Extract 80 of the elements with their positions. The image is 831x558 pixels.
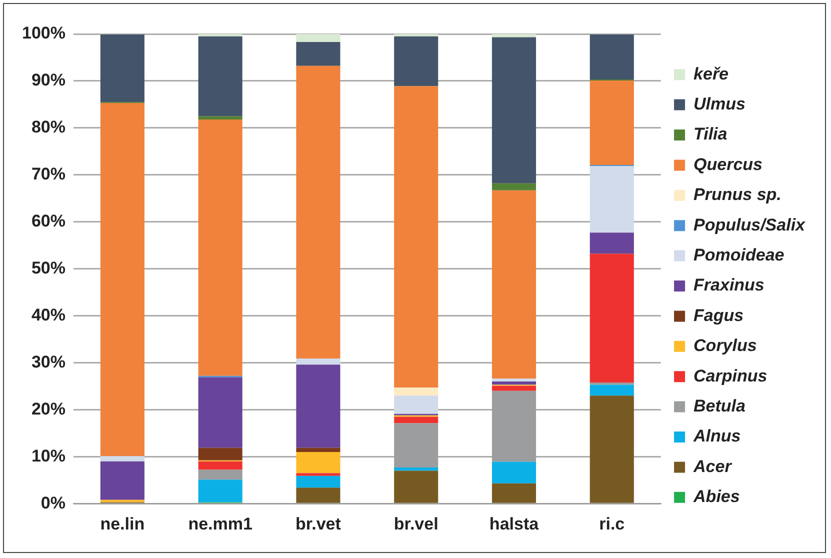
bar xyxy=(394,423,438,468)
bar xyxy=(590,80,634,166)
bar xyxy=(296,364,340,448)
bar xyxy=(492,183,536,190)
bar xyxy=(590,396,634,503)
legend-label: Tilia xyxy=(694,124,728,144)
bar xyxy=(296,473,340,476)
bar xyxy=(296,358,340,365)
bar xyxy=(198,377,242,448)
x-tick-label: br.vet xyxy=(296,514,342,534)
bar xyxy=(492,382,536,385)
bar xyxy=(590,34,634,80)
bar xyxy=(394,388,438,396)
bar xyxy=(590,384,634,396)
bar xyxy=(198,448,242,460)
legend-label: Populus/Salix xyxy=(694,215,807,234)
bar xyxy=(296,488,340,503)
bar xyxy=(394,416,438,424)
bar xyxy=(492,483,536,503)
y-tick-label: 0% xyxy=(40,493,66,512)
bar xyxy=(492,386,536,391)
legend-label: Corylus xyxy=(694,336,757,356)
bar xyxy=(296,34,340,42)
legend-label: Fagus xyxy=(694,306,744,325)
bar xyxy=(590,232,634,254)
bar xyxy=(492,190,536,379)
y-tick-label: 30% xyxy=(31,352,66,372)
y-tick-label: 50% xyxy=(31,258,66,278)
bar xyxy=(394,470,438,503)
bar xyxy=(492,462,536,484)
bar xyxy=(492,37,536,184)
bar xyxy=(100,461,144,500)
legend-label: Quercus xyxy=(694,154,763,174)
bar xyxy=(394,36,438,86)
bar xyxy=(590,254,634,382)
bar xyxy=(394,467,438,471)
legend-label: keře xyxy=(694,64,729,84)
bar xyxy=(100,456,144,462)
x-tick-label: halsta xyxy=(489,514,540,534)
legend-label: Carpinus xyxy=(694,366,768,386)
x-tick-label: ne.mm1 xyxy=(188,514,252,534)
bar xyxy=(100,103,144,456)
bar xyxy=(394,86,438,388)
legend-label: Betula xyxy=(694,396,746,416)
bar xyxy=(198,119,242,376)
legend-label: Prunus sp. xyxy=(694,185,782,204)
bar xyxy=(296,448,340,452)
legend-label: Pomoideae xyxy=(694,245,784,264)
legend-label: Abies xyxy=(692,487,740,506)
legend-label: Acer xyxy=(692,456,733,476)
y-tick-label: 90% xyxy=(31,70,66,90)
legend-label: Fraxinus xyxy=(694,276,764,295)
bar xyxy=(198,480,242,502)
bar xyxy=(198,36,242,116)
bar xyxy=(590,382,634,385)
x-tick-label: ne.lin xyxy=(100,514,145,534)
y-tick-label: 60% xyxy=(31,212,66,231)
bar xyxy=(198,470,242,480)
bar xyxy=(100,34,144,102)
legend-label: Ulmus xyxy=(694,94,746,114)
bar xyxy=(492,390,536,462)
bar xyxy=(394,396,438,414)
bar xyxy=(296,42,340,66)
legend-label: Alnus xyxy=(692,426,741,446)
bar xyxy=(590,166,634,233)
y-tick-label: 10% xyxy=(31,446,66,466)
y-tick-label: 40% xyxy=(31,305,66,324)
x-tick-label: ri.c xyxy=(599,514,625,534)
y-tick-label: 70% xyxy=(31,164,66,184)
bar xyxy=(492,34,536,38)
y-tick-label: 20% xyxy=(31,399,66,418)
bar xyxy=(296,452,340,474)
bar xyxy=(198,461,242,470)
y-tick-label: 100% xyxy=(22,24,66,43)
bar xyxy=(296,66,340,358)
x-tick-label: br.vel xyxy=(394,514,438,534)
bar xyxy=(296,476,340,488)
y-tick-label: 80% xyxy=(31,118,66,137)
bar xyxy=(492,378,536,382)
bar xyxy=(198,116,242,120)
